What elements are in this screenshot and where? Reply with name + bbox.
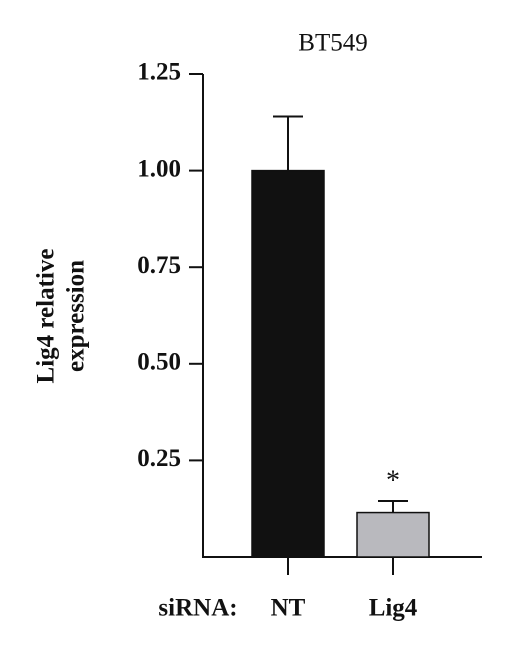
bar [251,169,325,558]
y-axis-label: Lig4 relative [33,249,60,384]
y-tick-label: 0.25 [137,445,181,472]
chart-title: BT549 [298,30,367,57]
y-tick-label: 0.75 [137,252,181,279]
y-tick-label: 0.50 [137,349,181,376]
x-tick-label: Lig4 [369,595,418,622]
x-axis-label: siRNA: [158,595,237,622]
bar [356,511,430,558]
y-axis-label: expression [63,260,90,372]
y-tick-label: 1.25 [137,59,181,86]
significance-marker: * [386,465,400,496]
y-tick-label: 1.00 [137,155,181,182]
x-tick-label: NT [271,595,306,622]
